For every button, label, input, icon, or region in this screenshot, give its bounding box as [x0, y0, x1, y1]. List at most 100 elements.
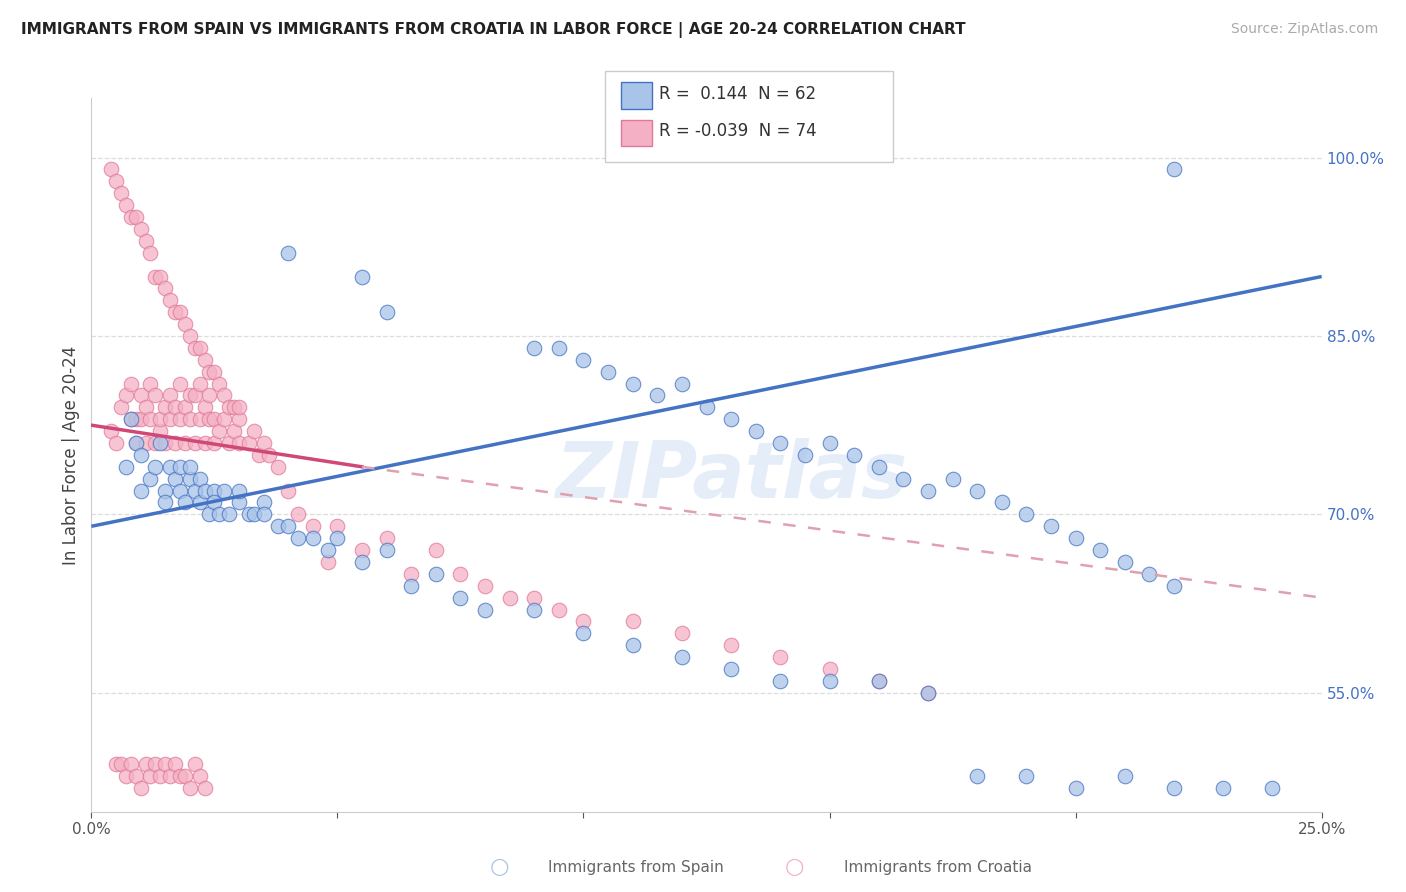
Point	[1088, 543, 1111, 558]
Point	[110, 186, 132, 201]
Point	[183, 483, 207, 498]
Point	[188, 495, 211, 509]
Point	[183, 341, 207, 355]
Point	[135, 234, 156, 248]
Point	[547, 602, 569, 616]
Point	[1163, 780, 1185, 795]
Point	[917, 686, 939, 700]
Point	[198, 365, 221, 379]
Point	[202, 365, 225, 379]
Point	[120, 412, 142, 426]
Point	[163, 472, 186, 486]
Point	[1064, 531, 1087, 545]
Point	[1163, 162, 1185, 177]
Point	[769, 436, 792, 450]
Point	[818, 673, 841, 688]
Point	[153, 281, 177, 295]
Point	[105, 757, 127, 772]
Point	[228, 436, 250, 450]
Point	[193, 401, 217, 415]
Point	[671, 626, 693, 640]
Point	[145, 269, 166, 284]
Point	[153, 483, 177, 498]
Point	[198, 508, 221, 522]
Point	[222, 401, 246, 415]
Point	[135, 401, 156, 415]
Point	[267, 519, 290, 533]
Text: ○: ○	[785, 857, 804, 877]
Point	[163, 305, 186, 319]
Point	[720, 638, 742, 652]
Point	[966, 483, 988, 498]
Point	[159, 293, 181, 308]
Point	[153, 495, 177, 509]
Point	[228, 495, 250, 509]
Point	[129, 412, 152, 426]
Point	[145, 388, 166, 402]
Point	[1015, 508, 1038, 522]
Point	[153, 401, 177, 415]
Point	[183, 757, 207, 772]
Point	[129, 222, 152, 236]
Point	[218, 436, 240, 450]
Point	[124, 436, 146, 450]
Point	[169, 769, 191, 783]
Point	[316, 555, 339, 569]
Point	[145, 459, 166, 474]
Point	[621, 376, 644, 391]
Text: R = -0.039  N = 74: R = -0.039 N = 74	[659, 122, 817, 140]
Point	[621, 638, 644, 652]
Point	[891, 472, 914, 486]
Point	[301, 531, 323, 545]
Point	[169, 305, 191, 319]
Point	[159, 769, 181, 783]
Point	[449, 591, 471, 605]
Point	[179, 388, 201, 402]
Point	[174, 436, 197, 450]
Point	[159, 388, 181, 402]
Point	[941, 472, 963, 486]
Point	[671, 650, 693, 665]
Point	[301, 519, 323, 533]
Point	[100, 424, 122, 438]
Point	[228, 412, 250, 426]
Text: Immigrants from Croatia: Immigrants from Croatia	[844, 860, 1032, 874]
Point	[621, 615, 644, 629]
Point	[153, 757, 177, 772]
Point	[145, 436, 166, 450]
Point	[124, 210, 146, 224]
Point	[399, 566, 422, 581]
Point	[253, 436, 276, 450]
Point	[139, 769, 162, 783]
Point	[247, 448, 270, 462]
Text: Immigrants from Spain: Immigrants from Spain	[548, 860, 724, 874]
Point	[523, 341, 546, 355]
Point	[193, 780, 217, 795]
Point	[720, 412, 742, 426]
Point	[277, 483, 299, 498]
Point	[547, 341, 569, 355]
Point	[183, 436, 207, 450]
Point	[1064, 780, 1087, 795]
Point	[745, 424, 768, 438]
Point	[100, 162, 122, 177]
Text: R =  0.144  N = 62: R = 0.144 N = 62	[659, 85, 817, 103]
Point	[399, 579, 422, 593]
Point	[110, 401, 132, 415]
Point	[193, 352, 217, 367]
Point	[163, 757, 186, 772]
Point	[868, 673, 890, 688]
Point	[917, 686, 939, 700]
Point	[208, 376, 231, 391]
Point	[375, 531, 398, 545]
Point	[188, 412, 211, 426]
Point	[277, 245, 299, 260]
Point	[523, 591, 546, 605]
Point	[135, 436, 156, 450]
Point	[139, 245, 162, 260]
Point	[149, 769, 172, 783]
Point	[474, 602, 496, 616]
Point	[720, 662, 742, 676]
Point	[523, 602, 546, 616]
Point	[425, 543, 447, 558]
